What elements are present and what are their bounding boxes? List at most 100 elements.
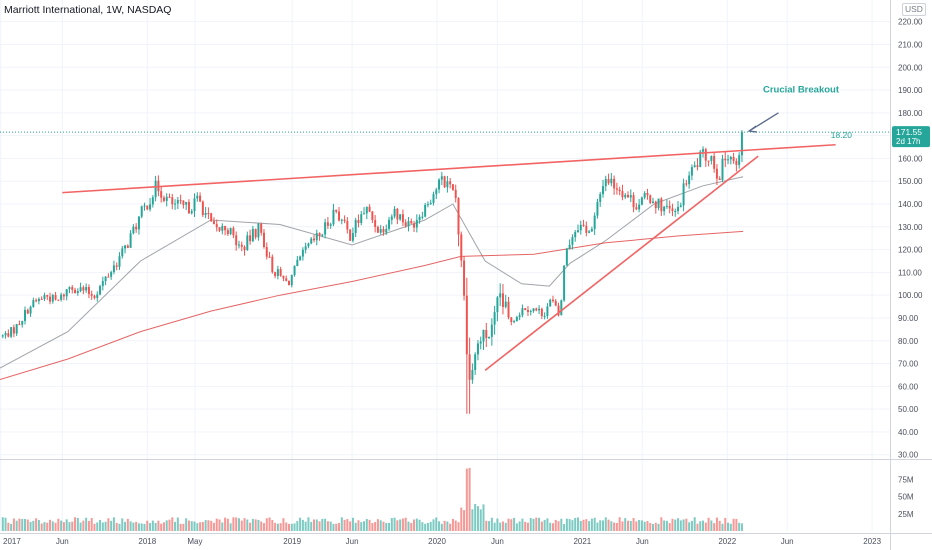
candle-body bbox=[549, 299, 552, 307]
volume-bar bbox=[79, 522, 82, 531]
volume-bar bbox=[51, 521, 54, 531]
candle-body bbox=[201, 201, 204, 215]
candle-body bbox=[490, 324, 493, 337]
time-tick-label: Jun bbox=[636, 537, 649, 546]
volume-bar bbox=[54, 522, 57, 531]
volume-bar bbox=[449, 523, 452, 531]
candle-body bbox=[479, 341, 482, 344]
volume-bar bbox=[365, 519, 368, 531]
volume-bar bbox=[721, 523, 724, 531]
candle-body bbox=[62, 294, 65, 297]
volume-bar bbox=[740, 523, 743, 531]
candle-body bbox=[607, 179, 610, 184]
volume-bar bbox=[663, 520, 666, 531]
volume-bar bbox=[532, 518, 535, 531]
volume-bar bbox=[504, 522, 507, 531]
volume-bar bbox=[649, 523, 652, 531]
volume-bar bbox=[237, 518, 240, 531]
volume-bar bbox=[179, 523, 182, 531]
candle-body bbox=[318, 233, 321, 236]
candle-body bbox=[543, 315, 546, 317]
volume-bar bbox=[440, 523, 443, 531]
volume-bar bbox=[551, 523, 554, 531]
volume-bar bbox=[68, 522, 71, 531]
candle-body bbox=[232, 228, 235, 236]
volume-bar bbox=[271, 520, 274, 531]
volume-bar bbox=[15, 520, 18, 531]
time-tick-label: 2018 bbox=[138, 537, 156, 546]
candle-body bbox=[360, 214, 363, 223]
volume-bar bbox=[7, 522, 10, 531]
candle-body bbox=[615, 188, 618, 190]
candle-body bbox=[413, 223, 416, 228]
candle-body bbox=[363, 213, 366, 215]
volume-bar bbox=[443, 520, 446, 531]
volume-bar bbox=[249, 522, 252, 531]
volume-bar bbox=[640, 520, 643, 531]
volume-bar bbox=[463, 510, 466, 531]
volume-bar bbox=[290, 523, 293, 531]
symbol-title: Marriott International, 1W, NASDAQ bbox=[4, 4, 172, 16]
price-tick-label: 30.00 bbox=[898, 451, 919, 460]
candle-body bbox=[96, 294, 99, 298]
volume-bar bbox=[129, 521, 132, 531]
volume-bar bbox=[65, 519, 68, 531]
candle-body bbox=[476, 343, 479, 355]
volume-bar bbox=[393, 517, 396, 531]
volume-bar bbox=[677, 518, 680, 531]
candle-body bbox=[324, 222, 327, 235]
resistance-trendline bbox=[62, 143, 836, 194]
volume-bar bbox=[112, 517, 115, 531]
volume-bar bbox=[199, 522, 202, 531]
volume-bar bbox=[324, 518, 327, 531]
candle-body bbox=[588, 231, 591, 233]
candle-body bbox=[740, 132, 743, 156]
candle-body bbox=[426, 204, 429, 206]
candle-body bbox=[624, 194, 627, 198]
volume-bar bbox=[246, 519, 249, 531]
candle-body bbox=[204, 213, 207, 215]
candle-body bbox=[526, 309, 529, 313]
candle-body bbox=[54, 294, 57, 300]
volume-bar bbox=[313, 519, 316, 531]
moving-average-line bbox=[0, 176, 744, 369]
candle-body bbox=[429, 202, 432, 205]
candle-body bbox=[57, 299, 60, 301]
candle-body bbox=[162, 197, 165, 201]
candle-body bbox=[110, 272, 113, 277]
candle-body bbox=[154, 180, 157, 198]
candle-body bbox=[457, 198, 460, 235]
volume-bar bbox=[652, 524, 655, 531]
price-tick-label: 140.00 bbox=[898, 200, 923, 209]
volume-bar bbox=[60, 520, 63, 531]
price-tick-label: 100.00 bbox=[898, 291, 923, 300]
candle-body bbox=[438, 179, 441, 190]
volume-bar bbox=[624, 518, 627, 531]
volume-bar bbox=[407, 521, 410, 531]
candle-body bbox=[465, 295, 468, 355]
candle-body bbox=[604, 179, 607, 187]
price-tick-label: 110.00 bbox=[898, 268, 922, 277]
candle-body bbox=[707, 160, 710, 162]
candle-body bbox=[357, 219, 360, 223]
candle-body bbox=[179, 200, 182, 202]
volume-bar bbox=[715, 517, 718, 531]
volume-bar bbox=[182, 523, 185, 531]
candle-body bbox=[121, 248, 124, 257]
candle-body bbox=[618, 189, 621, 192]
volume-bar bbox=[454, 520, 457, 531]
volume-bar bbox=[543, 519, 546, 531]
candle-body bbox=[688, 175, 691, 185]
volume-bar bbox=[485, 520, 488, 531]
candle-body bbox=[296, 259, 299, 267]
price-tick-label: 200.00 bbox=[898, 63, 923, 72]
volume-bar bbox=[243, 518, 246, 531]
volume-bar bbox=[360, 522, 363, 531]
volume-bar bbox=[24, 518, 27, 531]
volume-bar bbox=[582, 519, 585, 531]
candle-body bbox=[43, 295, 46, 299]
currency-badge[interactable]: USD bbox=[902, 3, 926, 16]
volume-bar bbox=[526, 522, 529, 531]
candle-body bbox=[310, 238, 313, 244]
